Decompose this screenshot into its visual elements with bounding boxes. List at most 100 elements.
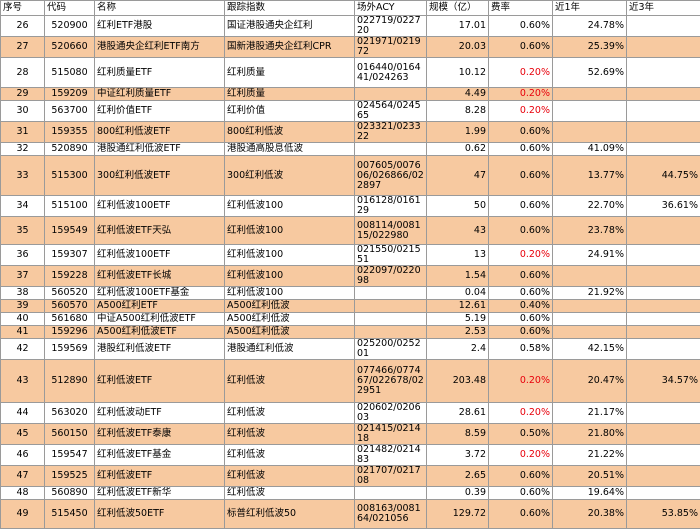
cell-index: 国新港股通央企红利CPR <box>225 37 355 58</box>
cell-size: 47 <box>427 156 489 196</box>
cell-fee: 0.20% <box>489 403 553 424</box>
cell-name: 红利低波100ETF <box>95 245 225 266</box>
cell-acy: 021707/021708 <box>355 466 427 487</box>
cell-index: 国证港股通央企红利 <box>225 16 355 37</box>
cell-no: 42 <box>1 339 45 360</box>
cell-code: 159228 <box>45 266 95 287</box>
cell-name: 中证A500红利低波ETF <box>95 313 225 326</box>
cell-1y: 23.78% <box>553 217 627 245</box>
cell-size: 13 <box>427 245 489 266</box>
cell-acy: 022719/022720 <box>355 16 427 37</box>
cell-name: 红利低波100ETF <box>95 196 225 217</box>
cell-fee: 0.20% <box>489 88 553 101</box>
cell-1y: 21.17% <box>553 403 627 424</box>
cell-acy <box>355 143 427 156</box>
cell-code: 520890 <box>45 143 95 156</box>
cell-fee: 0.20% <box>489 245 553 266</box>
cell-size: 1.54 <box>427 266 489 287</box>
header-name: 名称 <box>95 1 225 16</box>
cell-name: 红利质量ETF <box>95 58 225 88</box>
cell-name: 红利低波ETF长城 <box>95 266 225 287</box>
cell-no: 38 <box>1 287 45 300</box>
cell-1y: 41.09% <box>553 143 627 156</box>
cell-name: 中证红利质量ETF <box>95 88 225 101</box>
cell-index: 红利低波 <box>225 487 355 500</box>
cell-name: 红利低波ETF <box>95 466 225 487</box>
cell-3y <box>627 287 700 300</box>
cell-1y: 13.77% <box>553 156 627 196</box>
cell-index: 港股通红利低波 <box>225 339 355 360</box>
cell-fee: 0.60% <box>489 16 553 37</box>
cell-1y: 21.92% <box>553 287 627 300</box>
cell-no: 37 <box>1 266 45 287</box>
cell-3y <box>627 16 700 37</box>
cell-size: 8.28 <box>427 101 489 122</box>
header-index: 跟踪指数 <box>225 1 355 16</box>
cell-code: 159209 <box>45 88 95 101</box>
header-3y: 近3年 <box>627 1 700 16</box>
cell-3y <box>627 37 700 58</box>
cell-size: 4.49 <box>427 88 489 101</box>
cell-code: 512890 <box>45 360 95 403</box>
cell-fee: 0.60% <box>489 37 553 58</box>
cell-size: 0.04 <box>427 287 489 300</box>
cell-1y <box>553 326 627 339</box>
cell-index: 300红利低波 <box>225 156 355 196</box>
cell-no: 34 <box>1 196 45 217</box>
cell-3y <box>627 326 700 339</box>
cell-3y <box>627 300 700 313</box>
cell-fee: 0.60% <box>489 466 553 487</box>
cell-no: 29 <box>1 88 45 101</box>
cell-index: A500红利低波 <box>225 326 355 339</box>
cell-size: 1.99 <box>427 122 489 143</box>
cell-acy <box>355 313 427 326</box>
cell-acy: 016128/016129 <box>355 196 427 217</box>
cell-code: 563020 <box>45 403 95 424</box>
cell-1y: 24.91% <box>553 245 627 266</box>
cell-fee: 0.60% <box>489 500 553 529</box>
cell-1y <box>553 313 627 326</box>
cell-fee: 0.40% <box>489 300 553 313</box>
cell-fee: 0.60% <box>489 143 553 156</box>
cell-1y: 22.70% <box>553 196 627 217</box>
cell-index: A500红利低波 <box>225 300 355 313</box>
cell-acy: 077466/077467/022678/022951 <box>355 360 427 403</box>
cell-acy: 016440/016441/024263 <box>355 58 427 88</box>
cell-3y <box>627 88 700 101</box>
cell-3y <box>627 403 700 424</box>
cell-acy: 021550/021551 <box>355 245 427 266</box>
cell-name: 红利低波ETF <box>95 360 225 403</box>
cell-1y: 20.51% <box>553 466 627 487</box>
cell-fee: 0.20% <box>489 445 553 466</box>
cell-3y <box>627 487 700 500</box>
cell-1y <box>553 266 627 287</box>
cell-fee: 0.58% <box>489 339 553 360</box>
cell-code: 561680 <box>45 313 95 326</box>
cell-fee: 0.60% <box>489 122 553 143</box>
cell-code: 560890 <box>45 487 95 500</box>
cell-no: 32 <box>1 143 45 156</box>
cell-size: 17.01 <box>427 16 489 37</box>
cell-3y <box>627 266 700 287</box>
header-code: 代码 <box>45 1 95 16</box>
cell-no: 41 <box>1 326 45 339</box>
cell-3y: 34.57% <box>627 360 700 403</box>
cell-index: 800红利低波 <box>225 122 355 143</box>
cell-no: 33 <box>1 156 45 196</box>
cell-index: 红利低波 <box>225 360 355 403</box>
cell-fee: 0.60% <box>489 287 553 300</box>
cell-size: 129.72 <box>427 500 489 529</box>
cell-3y <box>627 217 700 245</box>
cell-code: 563700 <box>45 101 95 122</box>
cell-1y: 19.64% <box>553 487 627 500</box>
cell-fee: 0.60% <box>489 266 553 287</box>
cell-code: 520900 <box>45 16 95 37</box>
